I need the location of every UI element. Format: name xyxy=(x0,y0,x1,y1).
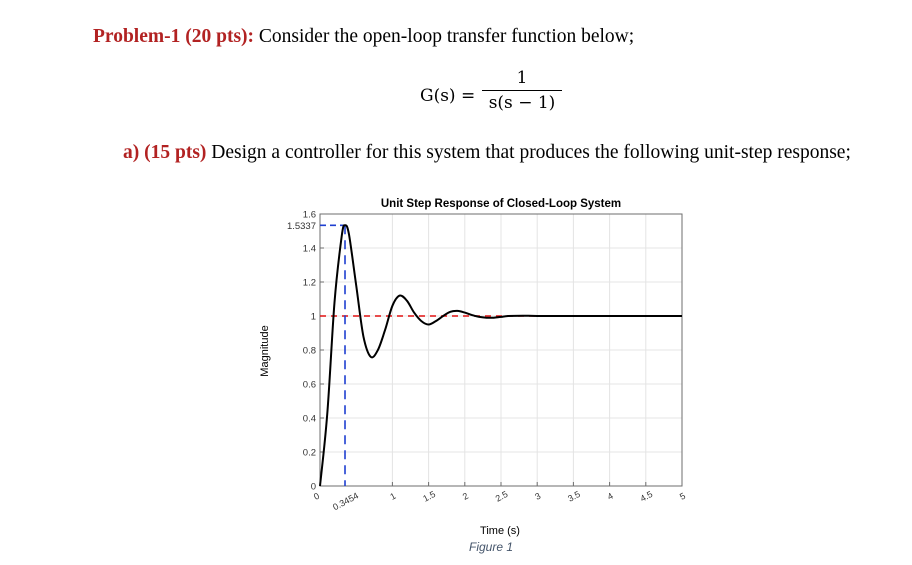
equation-numerator: 1 xyxy=(516,68,528,88)
x-tick-label: 4.5 xyxy=(639,489,655,504)
x-tick-label: 1.5 xyxy=(421,489,437,504)
y-tick-label: 1.4 xyxy=(303,244,316,255)
part-a-text: Design a controller for this system that… xyxy=(206,142,851,163)
x-tick-label: 3 xyxy=(533,491,542,502)
problem-label: Problem-1 (20 pts): xyxy=(93,26,255,47)
problem-text: Consider the open-loop transfer function… xyxy=(254,26,635,47)
y-tick-label: 0.6 xyxy=(303,380,316,391)
chart-grid xyxy=(319,213,683,487)
x-axis-label: Time (s) xyxy=(480,525,520,537)
part-a-statement: a) (15 pts) Design a controller for this… xyxy=(123,142,851,164)
y-tick-label: 1 xyxy=(311,312,316,323)
figure-caption: Figure 1 xyxy=(469,540,513,554)
equation-denominator: s(s − 1) xyxy=(488,93,556,113)
x-tick-label: 0 xyxy=(312,491,321,502)
step-response-line xyxy=(319,224,682,487)
y-tick-label: 1.2 xyxy=(303,278,316,289)
equation-lhs: G(s) = xyxy=(420,86,476,106)
fraction-bar xyxy=(482,90,562,91)
part-a-label: a) xyxy=(123,142,140,163)
part-a-points: (15 pts) xyxy=(144,142,207,163)
x-tick-labels: 0 0.3454 1 1.5 2 2.5 3 3.5 4 4.5 5 xyxy=(312,489,687,512)
y-tick-label: 0.4 xyxy=(303,414,316,425)
x-tick-label: 1 xyxy=(388,491,397,502)
x-tick-label: 3.5 xyxy=(566,489,582,504)
y-tick-label: 0.8 xyxy=(303,346,316,357)
y-tick-label: 1.6 xyxy=(303,210,316,221)
x-tick-label: 2 xyxy=(461,491,470,502)
chart-title: Unit Step Response of Closed-Loop System xyxy=(381,198,621,210)
x-tick-label: 4 xyxy=(606,491,615,502)
x-tick-label: 0.3454 xyxy=(331,490,360,512)
x-tick-label: 5 xyxy=(678,491,687,502)
x-tick-label: 2.5 xyxy=(494,489,510,504)
y-tick-label: 1.5337 xyxy=(287,221,316,232)
y-axis-label: Magnitude xyxy=(259,325,271,376)
y-tick-label: 0 xyxy=(311,482,316,493)
plot-area-border xyxy=(319,213,683,487)
problem-statement: Problem-1 (20 pts): Consider the open-lo… xyxy=(93,26,634,48)
equation-fraction: 1 s(s − 1) xyxy=(482,68,562,113)
y-tick-label: 0.2 xyxy=(303,448,316,459)
